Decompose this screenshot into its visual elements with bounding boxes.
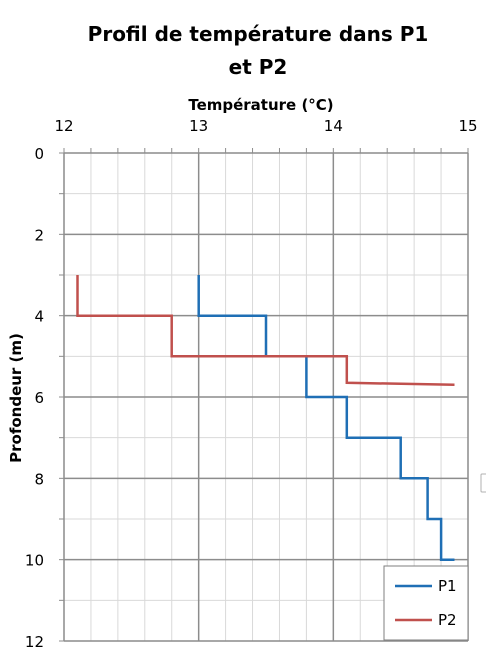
y-tick-label: 0: [34, 145, 44, 163]
x-tick-label: 14: [324, 117, 343, 135]
y-tick-label: 10: [25, 552, 44, 570]
chart-title-line-2: et P2: [229, 55, 288, 79]
legend-label-p2: P2: [438, 611, 457, 629]
series-line-p1: [197, 275, 455, 561]
chart-title-line-1: Profil de température dans P1: [88, 22, 429, 46]
legend-box: [383, 565, 469, 641]
y-axis-title: Profondeur (m): [7, 333, 25, 463]
axes: [59, 148, 469, 642]
y-tick-label: 12: [25, 633, 44, 651]
data-series: [76, 275, 455, 561]
scroll-handle-icon[interactable]: [480, 473, 486, 493]
x-axis-title: Température (°C): [188, 96, 333, 114]
y-tick-label: 4: [34, 308, 44, 326]
x-tick-labels: 12 13 14 15: [54, 117, 477, 135]
legend-label-p1: P1: [438, 577, 457, 595]
x-tick-label: 12: [54, 117, 73, 135]
y-tick-label: 8: [34, 470, 44, 488]
x-tick-label: 15: [458, 117, 477, 135]
y-tick-label: 2: [34, 226, 44, 244]
y-tick-label: 6: [34, 389, 44, 407]
series-line-p2: [76, 275, 455, 387]
legend: P1 P2: [383, 565, 469, 641]
x-tick-label: 13: [189, 117, 208, 135]
y-tick-labels: 0 2 4 6 8 10 12: [25, 145, 44, 651]
